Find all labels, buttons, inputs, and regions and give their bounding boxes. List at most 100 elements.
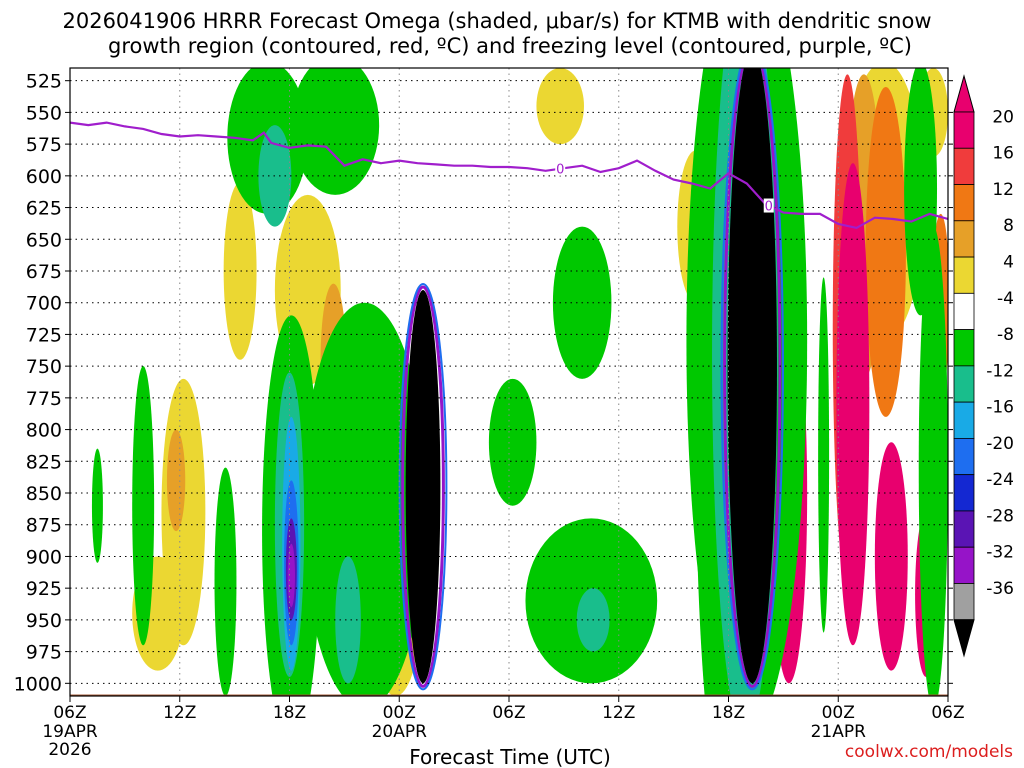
colorbar-segment bbox=[953, 474, 975, 512]
y-tick-label: 550 bbox=[26, 102, 62, 124]
y-tick-label: 875 bbox=[26, 515, 62, 537]
omega-shaded-region bbox=[166, 429, 186, 532]
colorbar-segment bbox=[953, 184, 975, 222]
strong-core-halo-outer bbox=[720, 68, 784, 691]
omega-shaded-region bbox=[818, 277, 830, 633]
y-tick-label: 675 bbox=[26, 261, 62, 283]
chart-title-line1: 2026041906 HRRR Forecast Omega (shaded, … bbox=[62, 9, 931, 33]
colorbar-segment bbox=[953, 329, 975, 367]
freezing-level-label: 0 bbox=[556, 163, 564, 178]
x-tick-label: 12Z bbox=[163, 703, 196, 723]
colorbar-segment bbox=[953, 365, 975, 403]
colorbar-level-label: -16 bbox=[986, 398, 1014, 418]
x-axis-label: Forecast Time (UTC) bbox=[409, 745, 611, 768]
colorbar-segment bbox=[953, 111, 975, 149]
omega-shaded-region bbox=[291, 68, 380, 195]
y-tick-label: 800 bbox=[26, 420, 62, 442]
colorbar-level-label: -20 bbox=[986, 434, 1014, 454]
terrain-fill bbox=[70, 694, 948, 696]
grid-lines bbox=[70, 68, 948, 696]
colorbar-level-label: -12 bbox=[986, 361, 1014, 381]
omega-shaded-region bbox=[865, 87, 906, 417]
omega-shaded-region bbox=[536, 68, 584, 145]
colorbar-segment bbox=[953, 256, 975, 294]
colorbar-segment bbox=[953, 546, 975, 584]
colorbar-segment bbox=[953, 147, 975, 185]
colorbar-level-label: -28 bbox=[986, 506, 1014, 526]
omega-shaded-region bbox=[335, 556, 361, 684]
y-tick-label: 700 bbox=[26, 293, 62, 315]
colorbar-segment bbox=[953, 583, 975, 621]
x-tick-label: 18Z bbox=[712, 703, 745, 723]
y-tick-label: 975 bbox=[26, 642, 62, 664]
y-tick-label: 950 bbox=[26, 610, 62, 632]
colorbar-level-label: 8 bbox=[1003, 216, 1014, 236]
y-tick-label: 525 bbox=[26, 71, 62, 93]
colorbar-top-arrow bbox=[953, 74, 975, 113]
colorbar-level-label: -36 bbox=[986, 579, 1014, 599]
colorbar-level-label: -8 bbox=[997, 325, 1014, 345]
omega-shaded-region bbox=[918, 226, 948, 696]
x-tick-label: 06Z bbox=[53, 703, 86, 723]
plot-area: 00 bbox=[70, 68, 948, 696]
y-tick-label: 575 bbox=[26, 134, 62, 156]
y-tick-label: 650 bbox=[26, 229, 62, 251]
colorbar-level-label: 4 bbox=[1003, 253, 1014, 273]
chart-title-line2: growth region (contoured, red, ºC) and f… bbox=[108, 34, 912, 58]
strong-core-halo bbox=[401, 285, 445, 688]
y-tick-label: 925 bbox=[26, 578, 62, 600]
x-tick-year: 2026 bbox=[48, 740, 91, 760]
omega-shaded-region bbox=[132, 366, 155, 646]
colorbar-segment bbox=[953, 220, 975, 258]
omega-shaded-region bbox=[727, 68, 777, 684]
y-tick-label: 625 bbox=[26, 198, 62, 220]
colorbar-segment bbox=[953, 510, 975, 548]
omega-shaded-region bbox=[214, 467, 237, 696]
freezing-level-label-bg bbox=[763, 198, 774, 213]
y-tick-label: 1000 bbox=[14, 673, 62, 695]
colorbar-level-label: 12 bbox=[992, 180, 1014, 200]
omega-shaded-region bbox=[91, 448, 103, 563]
omega-shaded-region bbox=[874, 442, 908, 671]
colorbar-level-label: 20 bbox=[992, 107, 1014, 127]
freezing-level-label-bg bbox=[555, 161, 566, 176]
y-tick-label: 725 bbox=[26, 324, 62, 346]
y-tick-label: 900 bbox=[26, 546, 62, 568]
colorbar-bottom-arrow bbox=[953, 619, 975, 658]
omega-shaded-region bbox=[287, 543, 295, 608]
omega-shaded-region bbox=[223, 182, 257, 360]
x-tick-label: 00Z bbox=[822, 703, 855, 723]
x-tick-date: 21APR bbox=[811, 722, 867, 742]
x-tick-label: 06Z bbox=[492, 703, 525, 723]
x-tick-date: 20APR bbox=[372, 722, 428, 742]
omega-shaded-region bbox=[405, 290, 441, 684]
colorbar-level-label: -4 bbox=[997, 289, 1014, 309]
colorbar-segment bbox=[953, 292, 975, 331]
credit-text[interactable]: coolwx.com/models bbox=[845, 742, 1013, 762]
y-tick-label: 825 bbox=[26, 451, 62, 473]
x-tick-label: 00Z bbox=[383, 703, 416, 723]
omega-shaded-region bbox=[488, 378, 537, 506]
colorbar-level-label: 16 bbox=[992, 144, 1014, 164]
y-tick-label: 850 bbox=[26, 483, 62, 505]
freezing-level-contour: 00 bbox=[70, 121, 948, 230]
omega-shaded-region bbox=[302, 302, 427, 696]
colorbar-level-label: -32 bbox=[986, 543, 1014, 563]
freezing-level-label: 0 bbox=[765, 200, 773, 215]
terrain-strip bbox=[70, 694, 948, 696]
x-tick-date: 19APR bbox=[42, 722, 98, 742]
omega-shaded-region bbox=[836, 163, 870, 646]
x-tick-label: 06Z bbox=[931, 703, 964, 723]
y-tick-label: 750 bbox=[26, 356, 62, 378]
y-tick-label: 600 bbox=[26, 166, 62, 188]
y-tick-label: 775 bbox=[26, 388, 62, 410]
x-tick-label: 12Z bbox=[602, 703, 635, 723]
freezing-level-line bbox=[70, 121, 948, 230]
colorbar-segment bbox=[953, 401, 975, 439]
colorbar-segment bbox=[953, 437, 975, 476]
x-tick-label: 18Z bbox=[273, 703, 306, 723]
y-axis: 525 550 575 600 625 650 675 700 725 750 775 800 825 8… bbox=[14, 71, 953, 695]
colorbar: 20 16 12 8 4 -4 -8 -12 -16 -20 -24 -28 -32 -36 bbox=[953, 74, 1014, 658]
